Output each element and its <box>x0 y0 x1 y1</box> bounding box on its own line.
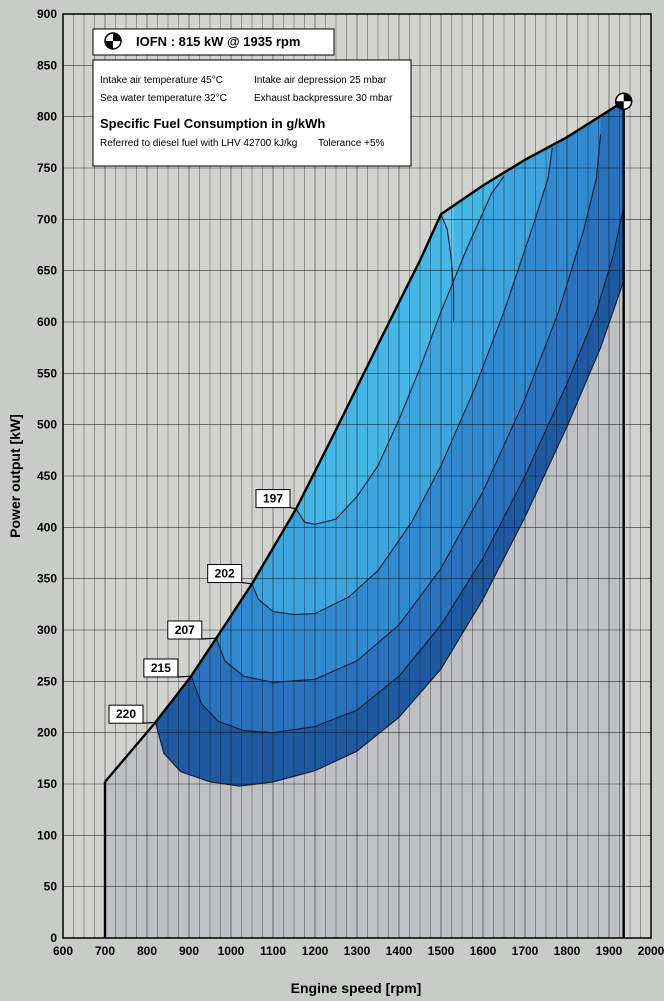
max-power-curve <box>104 100 625 783</box>
y-tick-label: 250 <box>37 674 57 688</box>
label-box <box>108 704 144 724</box>
contour-value-labels: 220 215 207 202 197 <box>108 489 297 724</box>
contour-line-202 <box>251 147 553 616</box>
contour-line-197 <box>295 175 505 525</box>
x-tick-label: 1600 <box>470 944 497 958</box>
label-box <box>167 620 203 640</box>
sfc-contour-lines <box>154 134 625 787</box>
reference-text: Referred to diesel fuel with LHV 42700 k… <box>100 138 297 149</box>
rated-point-marker <box>614 92 633 111</box>
label-leader <box>241 581 253 585</box>
label-leader <box>177 675 192 678</box>
sfc-band-inner <box>441 205 454 322</box>
contour-line-220 <box>154 280 625 787</box>
y-tick-label: 550 <box>37 366 57 380</box>
y-tick-label: 150 <box>37 777 57 791</box>
rated-point-quadrant <box>623 93 632 102</box>
contour-label-207: 207 <box>175 623 195 637</box>
x-tick-label: 1100 <box>260 944 286 958</box>
info-box: Intake air temperature 45°C Intake air d… <box>92 59 412 167</box>
y-tick-label: 100 <box>37 828 57 842</box>
contour-label-197: 197 <box>263 492 283 506</box>
contour-line-inner <box>440 213 455 322</box>
x-tick-label: 1700 <box>512 944 539 958</box>
x-tick-label: 1500 <box>428 944 455 958</box>
y-tick-label: 300 <box>37 623 57 637</box>
label-leader <box>142 721 156 724</box>
contour-line-207 <box>215 134 602 683</box>
x-tick-label: 1400 <box>386 944 413 958</box>
intake-depression-text: Intake air depression 25 mbar <box>254 75 387 86</box>
label-box <box>207 564 243 584</box>
below-map-region <box>105 280 624 938</box>
x-tick-label: 1900 <box>596 944 623 958</box>
grid-lines <box>62 13 652 939</box>
sfc-color-bands <box>155 101 624 787</box>
rated-point-icon <box>104 32 122 50</box>
x-tick-label: 1300 <box>344 944 371 958</box>
sfc-heading: Specific Fuel Consumption in g/kWh <box>100 116 325 131</box>
label-leader <box>289 506 297 510</box>
x-tick-label: 800 <box>137 944 157 958</box>
y-tick-label: 600 <box>37 315 57 329</box>
x-tick-label: 700 <box>95 944 115 958</box>
contour-label-220: 220 <box>116 707 136 721</box>
x-tick-label: 1000 <box>218 944 245 958</box>
x-tick-label: 1200 <box>302 944 329 958</box>
axis-ticks: 600 700 800 900 1000 1100 1200 1300 1400 1500 1600… <box>37 7 664 958</box>
y-tick-label: 350 <box>37 572 57 586</box>
y-tick-label: 450 <box>37 469 57 483</box>
x-axis-title: Engine speed [rpm] <box>291 980 422 996</box>
y-tick-label: 500 <box>37 418 57 432</box>
x-tick-label: 900 <box>179 944 199 958</box>
tolerance-text: Tolerance +5% <box>318 138 385 149</box>
contour-line-215 <box>190 206 625 734</box>
y-tick-label: 800 <box>37 110 57 124</box>
title-box: IOFN : 815 kW @ 1935 rpm <box>92 28 335 56</box>
label-box <box>255 489 291 509</box>
contour-label-215: 215 <box>151 661 171 675</box>
y-tick-label: 900 <box>37 7 57 21</box>
label-leader <box>201 637 217 640</box>
chart-title: IOFN : 815 kW @ 1935 rpm <box>136 34 300 49</box>
x-tick-label: 1800 <box>554 944 581 958</box>
x-tick-label: 2000 <box>638 944 664 958</box>
y-tick-label: 650 <box>37 264 57 278</box>
y-axis-title: Power output [kW] <box>7 414 23 538</box>
y-tick-label: 0 <box>50 931 57 945</box>
label-box <box>143 658 179 678</box>
exhaust-backpressure-text: Exhaust backpressure 30 mbar <box>254 93 393 104</box>
power-limit-curves <box>103 100 625 938</box>
plot-border <box>62 13 652 939</box>
intake-temp-text: Intake air temperature 45°C <box>100 75 223 86</box>
below-curve-area <box>105 280 624 938</box>
rated-point-quadrant <box>615 101 624 110</box>
contour-label-202: 202 <box>215 567 235 581</box>
y-tick-label: 700 <box>37 212 57 226</box>
y-tick-label: 200 <box>37 726 57 740</box>
y-tick-label: 850 <box>37 58 57 72</box>
x-tick-label: 600 <box>53 944 73 958</box>
y-tick-label: 400 <box>37 520 57 534</box>
sea-temp-text: Sea water temperature 32°C <box>100 93 227 104</box>
y-tick-label: 750 <box>37 161 57 175</box>
y-tick-label: 50 <box>44 880 58 894</box>
